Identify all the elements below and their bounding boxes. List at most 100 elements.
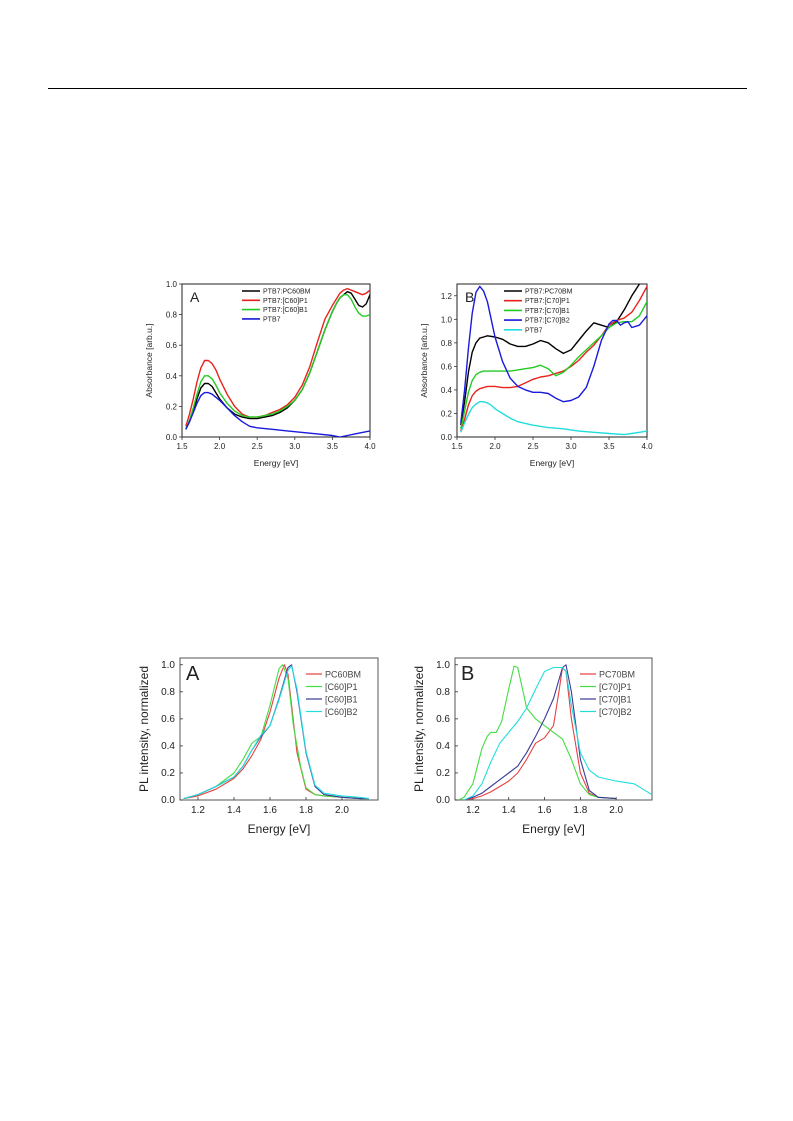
x-tick-label: 2.5: [252, 442, 264, 451]
y-tick-label: 0.8: [166, 311, 178, 320]
legend-label-3: [C60]B1: [325, 695, 358, 705]
legend-label-2: PTB7:[C60]P1: [263, 298, 308, 305]
series-line-1: [463, 666, 617, 800]
panel-label: A: [186, 663, 200, 685]
y-tick-label: 1.0: [166, 280, 178, 289]
plot-frame: [181, 283, 371, 438]
absorbance-chart-b: 1.5 2.0 2.5 3.0 3.5 4.0 0.0 0.2 0.4 0.6 0.8 1.0 1.2 E…: [419, 283, 653, 468]
legend-label-2: [C70]P1: [599, 682, 632, 692]
x-tick-label: 1.8: [573, 805, 587, 816]
y-tick-label: 0.0: [436, 795, 450, 806]
series-line-3: [185, 294, 370, 430]
y-tick-label: 0.2: [161, 768, 175, 779]
y-tick-label: 0.6: [166, 341, 178, 350]
legend-label-5: PTB7: [525, 327, 543, 334]
legend-label-1: PC70BM: [599, 670, 635, 680]
x-tick-label: 1.5: [451, 442, 463, 451]
y-tick-label: 0.8: [161, 687, 175, 698]
x-tick-label: 1.6: [263, 805, 277, 816]
plot-frame: [456, 283, 648, 438]
series-line-2: [183, 664, 369, 800]
pl-chart-a: 1.2 1.4 1.6 1.8 2.0 0.0 0.2 0.4 0.6 0.8 1.0 Energy …: [137, 657, 379, 836]
legend-label-3: PTB7:[C60]B1: [263, 307, 308, 314]
x-tick-label: 1.2: [191, 805, 205, 816]
legend-label-1: PTB7:PC60BM: [263, 289, 311, 296]
absorbance-chart-a: 1.5 2.0 2.5 3.0 3.5 4.0 0.0 0.2 0.4 0.6 0.8 1.0 Ener…: [144, 280, 376, 468]
plot-frame: [454, 657, 653, 801]
legend-label-4: PTB7:[C70]B2: [525, 318, 570, 325]
y-tick-label: 0.0: [166, 433, 178, 442]
y-tick-label: 0.4: [166, 372, 178, 381]
pl-chart-b: 1.2 1.4 1.6 1.8 2.0 0.0 0.2 0.4 0.6 0.8 1.0 Energy …: [412, 657, 653, 836]
series-line-3: [463, 664, 617, 800]
panel-label: B: [465, 289, 474, 305]
legend-label-4: PTB7: [263, 316, 281, 323]
x-tick-label: 1.4: [227, 805, 241, 816]
series-line-5: [460, 400, 647, 436]
x-tick-label: 1.2: [466, 805, 480, 816]
series-group: [183, 664, 370, 800]
series-line-4: [183, 665, 370, 800]
x-tick-label: 4.0: [641, 442, 653, 451]
series-group: [458, 664, 652, 800]
x-axis-label: Energy [eV]: [522, 822, 585, 836]
series-line-4: [185, 391, 370, 437]
x-tick-label: 3.5: [603, 442, 615, 451]
series-line-4: [460, 285, 647, 423]
y-tick-label: 0.2: [166, 402, 178, 411]
legend-label-3: PTB7:[C70]B1: [525, 308, 570, 315]
x-tick-label: 4.0: [364, 442, 376, 451]
legend-label-1: PC60BM: [325, 670, 361, 680]
x-axis-label: Energy [eV]: [254, 458, 298, 468]
legend-label-2: PTB7:[C70]P1: [525, 298, 570, 305]
y-tick-label: 0.2: [441, 409, 453, 418]
y-axis-label: Absorbance [arb.u.]: [419, 323, 429, 397]
y-tick-label: 0.0: [441, 433, 453, 442]
x-tick-label: 2.0: [335, 805, 349, 816]
x-tick-label: 1.5: [176, 442, 188, 451]
plot-frame: [179, 657, 379, 801]
x-tick-label: 2.0: [609, 805, 623, 816]
y-tick-label: 0.0: [161, 795, 175, 806]
y-tick-label: 0.8: [441, 339, 453, 348]
y-axis-label: PL intensity, normalized: [137, 666, 151, 792]
y-tick-label: 1.2: [441, 292, 453, 301]
legend-label-4: [C60]B2: [325, 707, 358, 717]
y-tick-label: 0.2: [436, 768, 450, 779]
series-group: [185, 287, 370, 437]
x-tick-label: 3.5: [327, 442, 339, 451]
legend-label-3: [C70]B1: [599, 695, 632, 705]
x-tick-label: 2.5: [527, 442, 539, 451]
x-tick-label: 1.6: [538, 805, 552, 816]
x-tick-label: 3.0: [565, 442, 577, 451]
series-line-2: [185, 287, 370, 427]
y-tick-label: 0.8: [436, 687, 450, 698]
x-tick-label: 2.0: [489, 442, 501, 451]
legend-label-1: PTB7:PC70BM: [525, 289, 573, 296]
y-tick-label: 0.6: [441, 362, 453, 371]
y-tick-label: 1.0: [436, 660, 450, 671]
series-group: [460, 284, 647, 436]
y-tick-label: 0.6: [436, 714, 450, 725]
panel-label: A: [190, 289, 200, 305]
x-tick-label: 2.0: [214, 442, 226, 451]
y-tick-label: 0.4: [441, 386, 453, 395]
x-axis-label: Energy [eV]: [248, 822, 311, 836]
y-tick-label: 0.4: [436, 741, 450, 752]
series-line-2: [458, 665, 617, 800]
header-rule: [48, 88, 747, 89]
y-axis-label: Absorbance [arb.u.]: [144, 323, 154, 397]
series-line-4: [463, 666, 652, 800]
x-axis-label: Energy [eV]: [530, 458, 574, 468]
series-line-3: [460, 301, 647, 429]
series-line-2: [460, 286, 647, 432]
legend-label-2: [C60]P1: [325, 682, 358, 692]
y-tick-label: 1.0: [161, 660, 175, 671]
y-tick-label: 1.0: [441, 315, 453, 324]
legend-label-4: [C70]B2: [599, 707, 632, 717]
y-axis-label: PL intensity, normalized: [412, 666, 426, 792]
y-tick-label: 0.4: [161, 741, 175, 752]
x-tick-label: 1.4: [502, 805, 516, 816]
y-tick-label: 0.6: [161, 714, 175, 725]
x-tick-label: 1.8: [299, 805, 313, 816]
